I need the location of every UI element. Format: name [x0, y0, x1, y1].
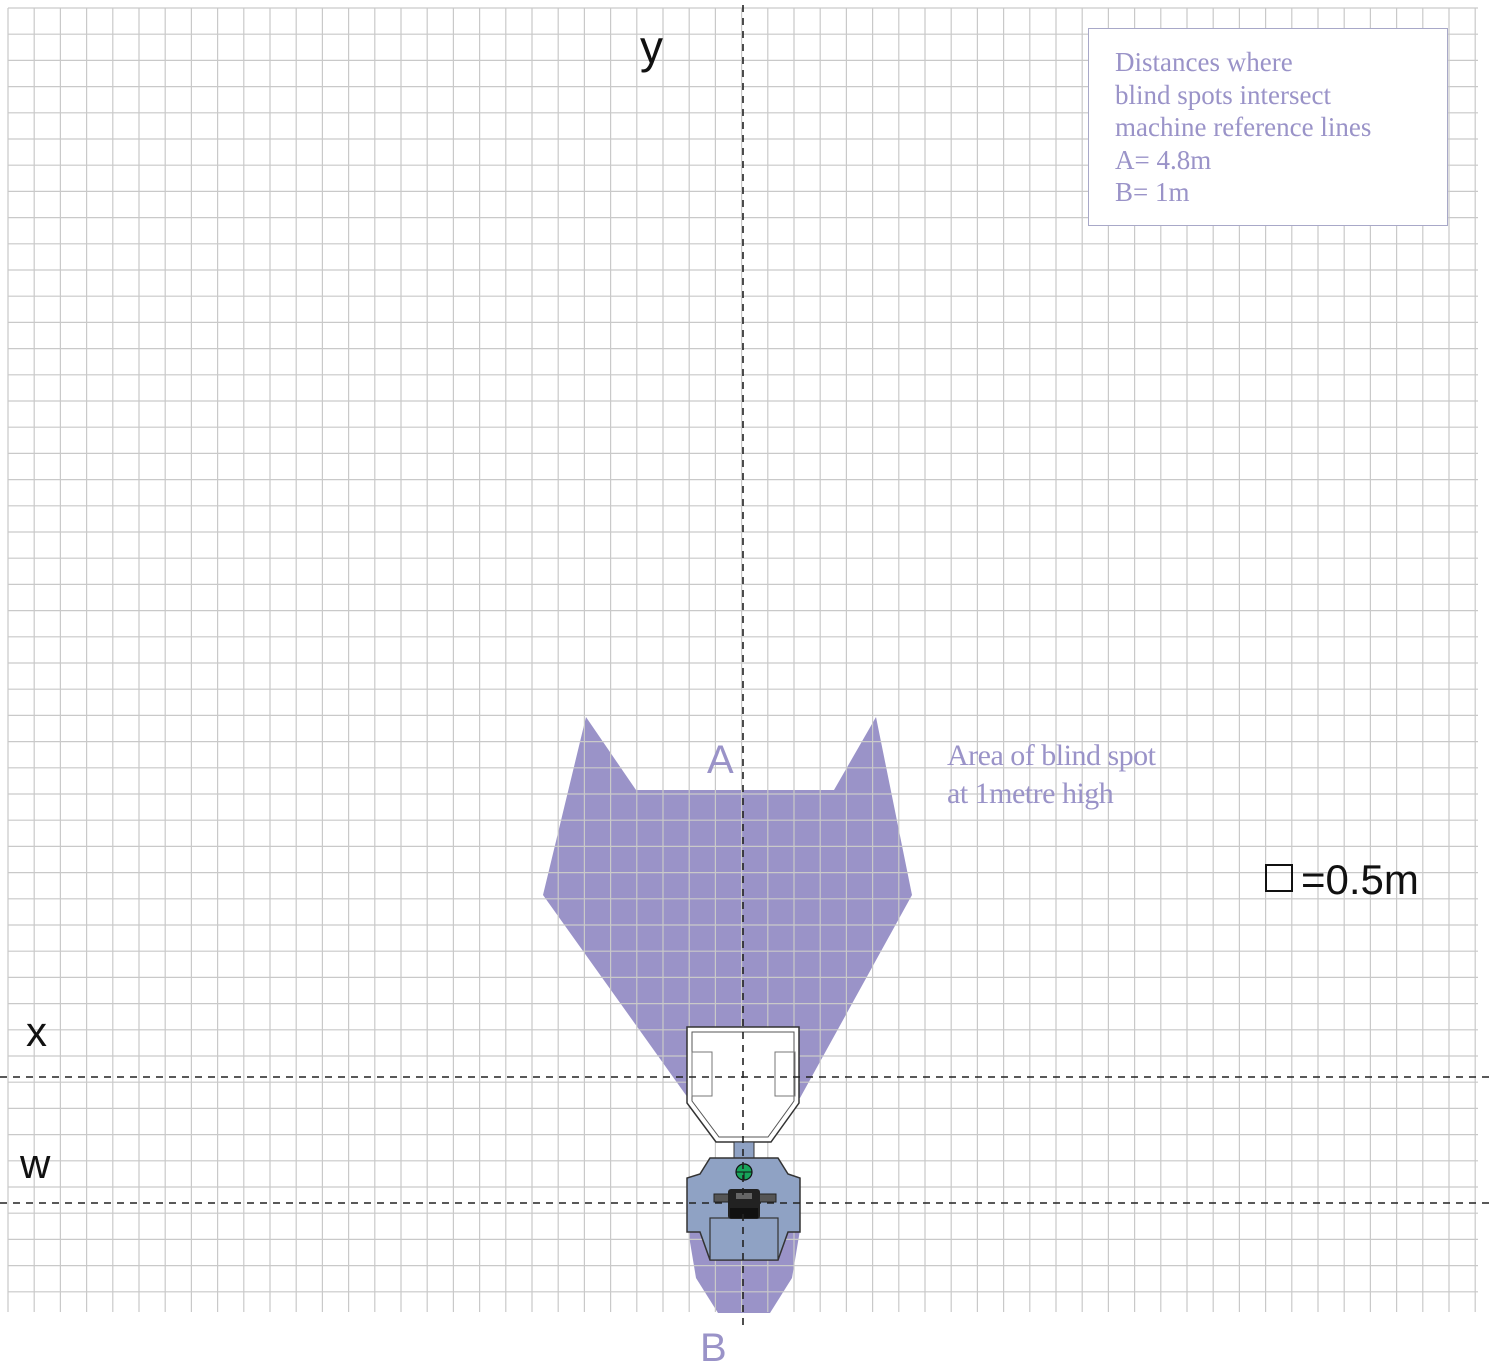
rear-panel: [709, 1217, 779, 1261]
scale-legend: =0.5m: [1265, 856, 1419, 904]
legend-line: A= 4.8m: [1115, 144, 1212, 175]
measurement-grid: [7, 7, 1478, 1312]
steering-wheel-icon: [735, 1163, 753, 1181]
legend-text: Distances where blind spots intersect ma…: [1115, 46, 1371, 209]
blind-spot-label-line: at 1metre high: [947, 777, 1114, 810]
legend-line: B= 1m: [1115, 177, 1190, 207]
cab-window-left: [691, 1051, 713, 1097]
scale-square-icon: [1265, 864, 1293, 892]
point-a-label: A: [707, 738, 734, 782]
w-axis-label: w: [20, 1140, 51, 1187]
blind-spot-label-line: Area of blind spot: [947, 739, 1156, 772]
seat-cushion: [736, 1193, 752, 1199]
legend-box: [1088, 28, 1448, 226]
machine-body: [686, 1157, 801, 1261]
blind-spot-label: Area of blind spot at 1metre high: [947, 737, 1156, 813]
y-axis-label: y: [640, 21, 663, 73]
machine-neck: [733, 1141, 755, 1159]
scale-text: =0.5m: [1301, 856, 1419, 903]
seat-back: [730, 1208, 758, 1218]
point-b-label: B: [700, 1326, 727, 1370]
reference-lines: [0, 5, 1490, 1325]
legend-line: Distances where: [1115, 47, 1293, 77]
x-axis-label: x: [26, 1008, 47, 1055]
machine: [686, 1026, 801, 1261]
cab-window-right: [774, 1051, 796, 1097]
legend-line: blind spots intersect: [1115, 79, 1331, 110]
legend-line: machine reference lines: [1115, 112, 1372, 142]
